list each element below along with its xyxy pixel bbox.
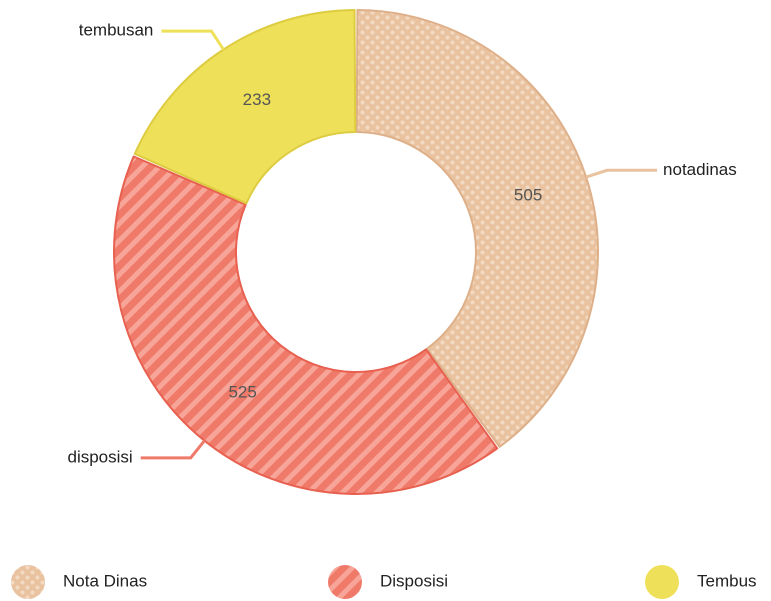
donut-slice (113, 155, 499, 495)
value-label: 505 (514, 185, 542, 204)
value-label: 233 (243, 90, 271, 109)
slice-label: tembusan (79, 21, 154, 40)
donut-slice (355, 9, 599, 448)
legend-swatch (11, 565, 45, 599)
label-line (161, 29, 225, 51)
donut-slice (133, 9, 357, 205)
slice-label: notadinas (663, 160, 737, 179)
legend-swatch (645, 565, 679, 599)
legend-swatch (328, 565, 362, 599)
legend-label: Tembus (697, 571, 757, 590)
slice-label: disposisi (67, 447, 132, 466)
label-line (585, 168, 658, 179)
label-line (140, 439, 206, 460)
value-label: 525 (228, 383, 256, 402)
legend-label: Disposisi (380, 571, 448, 590)
legend-label: Nota Dinas (63, 571, 147, 590)
